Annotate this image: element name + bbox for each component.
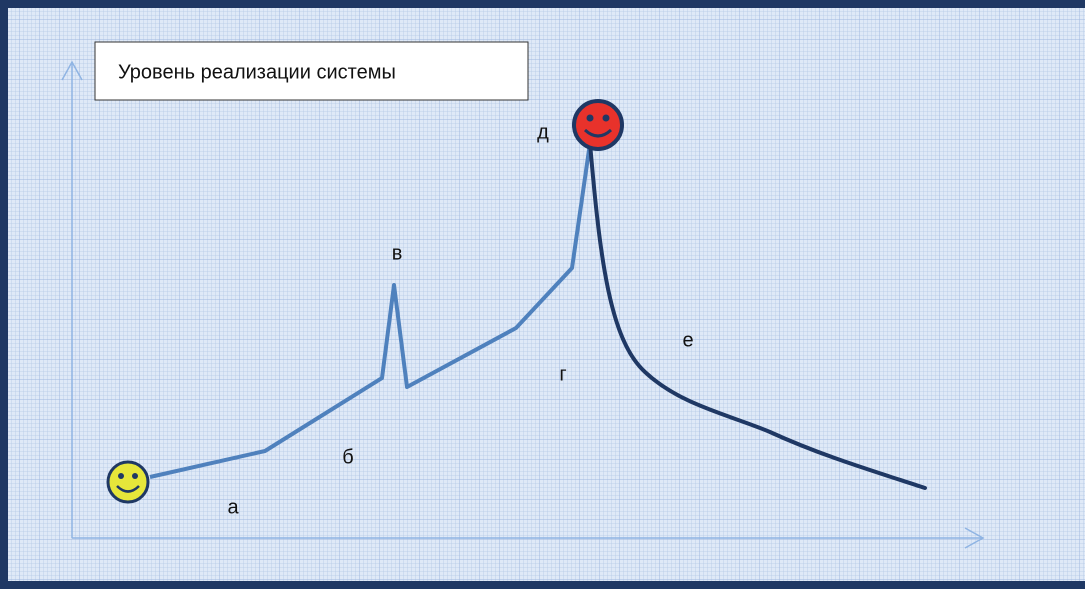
fall-curve bbox=[588, 141, 927, 490]
x-arrow bbox=[964, 527, 985, 549]
label: в bbox=[392, 242, 403, 264]
title-box bbox=[94, 41, 529, 101]
title: Уровень реализации системы bbox=[118, 61, 396, 83]
label: г bbox=[559, 363, 566, 385]
label: б bbox=[342, 446, 353, 468]
label: а bbox=[227, 496, 239, 518]
rise-line bbox=[149, 142, 592, 479]
smiley-peak bbox=[572, 99, 624, 151]
label: д bbox=[537, 121, 549, 143]
y-arrow bbox=[61, 60, 83, 81]
label: е bbox=[682, 329, 693, 351]
smiley-start bbox=[106, 460, 150, 504]
axes bbox=[61, 60, 985, 549]
